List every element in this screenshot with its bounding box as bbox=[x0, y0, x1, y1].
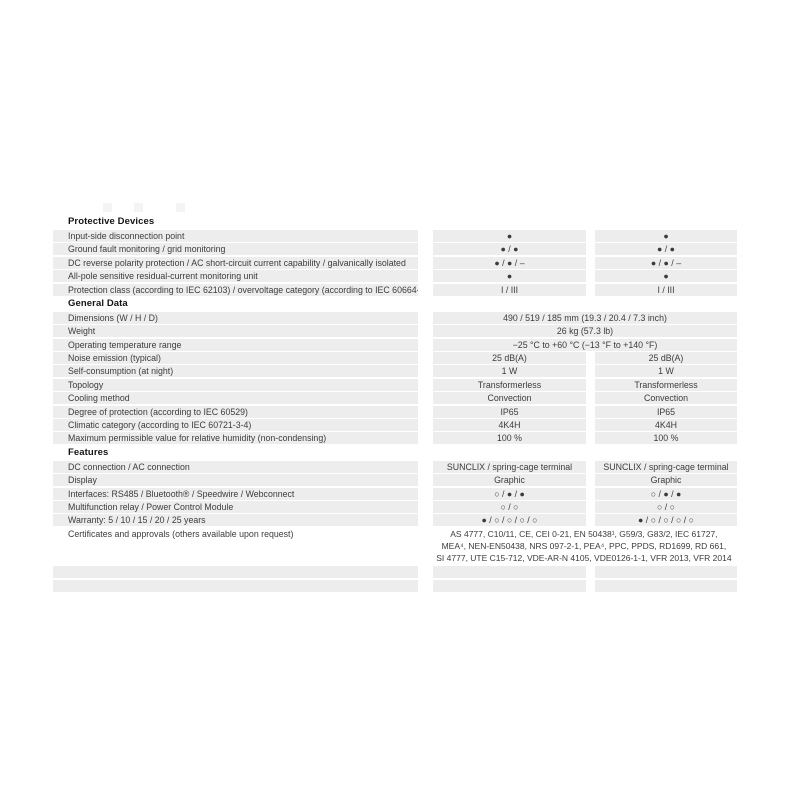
row-label: Weight bbox=[53, 325, 418, 338]
value-cell-1: 25 dB(A) bbox=[433, 352, 586, 365]
value-cell-2: ● bbox=[595, 229, 737, 242]
value-cell-1: IP65 bbox=[433, 405, 586, 418]
value-cell-2: ● / ● / – bbox=[595, 256, 737, 269]
spec-row: Input-side disconnection point ● ● bbox=[53, 229, 737, 242]
value-cell-2: IP65 bbox=[595, 405, 737, 418]
value-cell-2: ● bbox=[595, 270, 737, 283]
spec-row-span: Weight 26 kg (57.3 lb) bbox=[53, 325, 737, 338]
spec-row: Climatic category (according to IEC 6072… bbox=[53, 419, 737, 432]
value-cell-1: SUNCLIX / spring-cage terminal bbox=[433, 460, 586, 473]
spec-row: DC reverse polarity protection / AC shor… bbox=[53, 256, 737, 269]
faint-print-artifact bbox=[134, 203, 143, 212]
value-cell-1: 1 W bbox=[433, 365, 586, 378]
spec-row: Noise emission (typical) 25 dB(A) 25 dB(… bbox=[53, 352, 737, 365]
row-label: DC connection / AC connection bbox=[53, 460, 418, 473]
value-cell-1: ● bbox=[433, 229, 586, 242]
certificates-line: SI 4777, UTE C15-712, VDE-AR-N 4105, VDE… bbox=[436, 553, 732, 564]
empty-spec-row bbox=[53, 579, 737, 592]
section-title-protective-devices: Protective Devices bbox=[68, 216, 155, 227]
value-cell-span: 26 kg (57.3 lb) bbox=[433, 325, 737, 338]
spec-row: DC connection / AC connection SUNCLIX / … bbox=[53, 460, 737, 473]
row-label: Dimensions (W / H / D) bbox=[53, 311, 418, 324]
value-cell-2: 1 W bbox=[595, 365, 737, 378]
spec-row: Topology Transformerless Transformerless bbox=[53, 378, 737, 391]
row-label: Display bbox=[53, 474, 418, 487]
row-label: Protection class (according to IEC 62103… bbox=[53, 283, 418, 296]
value-cell-2: ● / ○ / ○ / ○ / ○ bbox=[595, 514, 737, 527]
value-cell-1: ○ / ○ bbox=[433, 500, 586, 513]
value-cell-2: 25 dB(A) bbox=[595, 352, 737, 365]
row-label: Topology bbox=[53, 378, 418, 391]
spec-row: Interfaces: RS485 / Bluetooth® / Speedwi… bbox=[53, 487, 737, 500]
row-label: Input-side disconnection point bbox=[53, 229, 418, 242]
value-cell-2: 4K4H bbox=[595, 419, 737, 432]
spec-row: Protection class (according to IEC 62103… bbox=[53, 283, 737, 296]
row-label bbox=[53, 579, 418, 592]
empty-spec-row bbox=[53, 566, 737, 579]
row-label: Multifunction relay / Power Control Modu… bbox=[53, 500, 418, 513]
row-label: Noise emission (typical) bbox=[53, 352, 418, 365]
value-cell-1: 100 % bbox=[433, 432, 586, 445]
value-cell-span: 490 / 519 / 185 mm (19.3 / 20.4 / 7.3 in… bbox=[433, 311, 737, 324]
value-cell-1: ● / ○ / ○ / ○ / ○ bbox=[433, 514, 586, 527]
row-label: Climatic category (according to IEC 6072… bbox=[53, 419, 418, 432]
value-cell-1: Transformerless bbox=[433, 378, 586, 391]
spec-row: All-pole sensitive residual-current moni… bbox=[53, 270, 737, 283]
value-cell-1: 4K4H bbox=[433, 419, 586, 432]
row-label: Interfaces: RS485 / Bluetooth® / Speedwi… bbox=[53, 487, 418, 500]
spec-row: Ground fault monitoring / grid monitorin… bbox=[53, 243, 737, 256]
certificates-line: MEA⁴, NEN-EN50438, NRS 097-2-1, PEA⁴, PP… bbox=[441, 541, 727, 552]
value-cell-2: SUNCLIX / spring-cage terminal bbox=[595, 460, 737, 473]
row-label: Ground fault monitoring / grid monitorin… bbox=[53, 243, 418, 256]
value-cell-2: I / III bbox=[595, 283, 737, 296]
spec-row-span: Operating temperature range −25 °C to +6… bbox=[53, 338, 737, 351]
row-label: Maximum permissible value for relative h… bbox=[53, 432, 418, 445]
value-cell-2 bbox=[595, 579, 737, 592]
value-cell-2: ○ / ● / ● bbox=[595, 487, 737, 500]
faint-print-artifact bbox=[176, 203, 185, 212]
row-label: Cooling method bbox=[53, 392, 418, 405]
spec-row: Cooling method Convection Convection bbox=[53, 392, 737, 405]
value-cell-1 bbox=[433, 579, 586, 592]
spec-row-span: Dimensions (W / H / D) 490 / 519 / 185 m… bbox=[53, 311, 737, 324]
row-label: Operating temperature range bbox=[53, 338, 418, 351]
value-cell-2: ● / ● bbox=[595, 243, 737, 256]
section-title-features: Features bbox=[68, 446, 109, 458]
row-label: Degree of protection (according to IEC 6… bbox=[53, 405, 418, 418]
value-cell-2: Graphic bbox=[595, 474, 737, 487]
section-title-general-data: General Data bbox=[68, 297, 128, 309]
value-cell-1: I / III bbox=[433, 283, 586, 296]
certificates-line: AS 4777, C10/11, CE, CEI 0-21, EN 50438¹… bbox=[450, 528, 718, 539]
value-cell-2: Convection bbox=[595, 392, 737, 405]
spec-row: Maximum permissible value for relative h… bbox=[53, 432, 737, 445]
spec-row: Self-consumption (at night) 1 W 1 W bbox=[53, 365, 737, 378]
faint-print-artifact bbox=[103, 203, 112, 212]
row-label: Certificates and approvals (others avail… bbox=[68, 528, 294, 539]
value-cell-2: ○ / ○ bbox=[595, 500, 737, 513]
spec-row: Display Graphic Graphic bbox=[53, 474, 737, 487]
value-cell-1: Graphic bbox=[433, 474, 586, 487]
row-label bbox=[53, 566, 418, 579]
row-label: All-pole sensitive residual-current moni… bbox=[53, 270, 418, 283]
value-cell-1: ○ / ● / ● bbox=[433, 487, 586, 500]
value-cell-1 bbox=[433, 566, 586, 579]
certificates-value: AS 4777, C10/11, CE, CEI 0-21, EN 50438¹… bbox=[431, 528, 737, 565]
row-label: Warranty: 5 / 10 / 15 / 20 / 25 years bbox=[53, 514, 418, 527]
value-cell-2: Transformerless bbox=[595, 378, 737, 391]
value-cell-1: ● / ● bbox=[433, 243, 586, 256]
row-label: Self-consumption (at night) bbox=[53, 365, 418, 378]
spec-row: Multifunction relay / Power Control Modu… bbox=[53, 500, 737, 513]
value-cell-2 bbox=[595, 566, 737, 579]
value-cell-span: −25 °C to +60 °C (−13 °F to +140 °F) bbox=[433, 338, 737, 351]
value-cell-1: Convection bbox=[433, 392, 586, 405]
certificates-row: Certificates and approvals (others avail… bbox=[53, 528, 737, 565]
value-cell-2: 100 % bbox=[595, 432, 737, 445]
spec-row: Warranty: 5 / 10 / 15 / 20 / 25 years ● … bbox=[53, 514, 737, 527]
row-label: DC reverse polarity protection / AC shor… bbox=[53, 256, 418, 269]
value-cell-1: ● bbox=[433, 270, 586, 283]
spec-table: Protective Devices Input-side disconnect… bbox=[53, 215, 737, 593]
value-cell-1: ● / ● / – bbox=[433, 256, 586, 269]
spec-row: Degree of protection (according to IEC 6… bbox=[53, 405, 737, 418]
